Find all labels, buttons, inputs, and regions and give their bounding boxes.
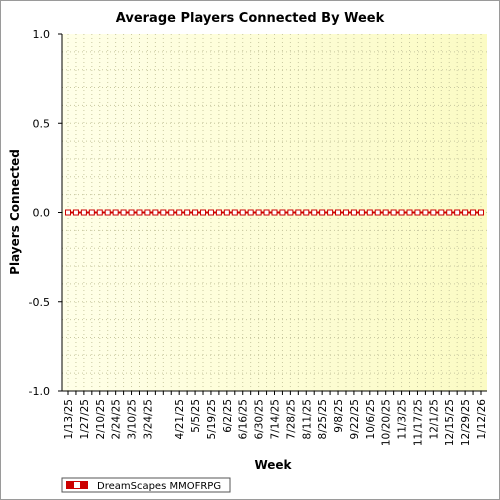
data-point: [136, 209, 143, 216]
data-point: [414, 209, 421, 216]
data-point: [215, 209, 222, 216]
x-tick-label: 2/24/25: [111, 399, 123, 439]
x-tick-label: 5/19/25: [206, 399, 218, 439]
data-point: [231, 209, 238, 216]
data-point: [319, 209, 326, 216]
y-axis-label: Players Connected: [8, 149, 22, 275]
data-point: [184, 209, 191, 216]
data-point: [406, 209, 413, 216]
data-point: [120, 209, 127, 216]
x-tick-label: 6/30/25: [254, 399, 266, 439]
x-tick-label: 12/1/25: [428, 399, 440, 439]
data-point: [342, 209, 349, 216]
data-point: [255, 209, 262, 216]
data-point: [350, 209, 357, 216]
x-tick-labels: 1/13/25 1/27/25 2/10/25 2/24/25 3/10/25 3/24/…: [63, 399, 488, 446]
x-tick-label: 1/13/25: [63, 399, 75, 439]
grid-lines: [62, 34, 487, 391]
x-tick-label: 12/15/25: [444, 399, 456, 446]
x-tick-label: 7/14/25: [270, 399, 282, 439]
data-point: [144, 209, 151, 216]
data-point: [247, 209, 254, 216]
data-point: [374, 209, 381, 216]
data-point: [65, 209, 71, 216]
y-tick-label: 0.5: [33, 117, 51, 130]
data-point: [446, 209, 453, 216]
data-point: [398, 209, 405, 216]
x-tick-label: 3/24/25: [142, 399, 154, 439]
data-point: [112, 209, 119, 216]
data-point: [311, 209, 318, 216]
x-tick-label: 8/25/25: [317, 399, 329, 439]
x-tick-label: 7/28/25: [285, 399, 297, 439]
x-tick-label: 8/11/25: [301, 399, 313, 439]
series-line: [65, 209, 484, 216]
x-tick-label: 9/22/25: [349, 399, 361, 439]
y-tick-labels: 1.0 0.5 0.0 -0.5 -1.0: [29, 28, 50, 398]
data-point: [390, 209, 397, 216]
x-tick-label: 11/17/25: [412, 399, 424, 446]
legend-swatch-marker: [74, 482, 80, 488]
data-point: [271, 209, 278, 216]
data-point: [239, 209, 246, 216]
x-tick-label: 1/12/26: [476, 399, 488, 440]
data-point: [470, 209, 477, 216]
x-tick-label: 1/27/25: [79, 399, 91, 439]
data-point: [96, 209, 103, 216]
data-point: [192, 209, 199, 216]
data-point: [152, 209, 159, 216]
x-tick-label: 3/10/25: [127, 399, 139, 439]
data-point: [358, 209, 365, 216]
x-tick-label: 11/3/25: [397, 399, 409, 439]
x-axis-label: Week: [254, 458, 292, 472]
data-point: [335, 209, 342, 216]
data-point: [168, 209, 175, 216]
data-point: [462, 209, 469, 216]
x-tick-label: 4/21/25: [174, 399, 186, 439]
data-point: [478, 209, 484, 216]
axes: [58, 33, 487, 395]
data-point: [366, 209, 373, 216]
legend: DreamScapes MMOFRPG: [61, 477, 231, 493]
data-point: [176, 209, 183, 216]
chart-title: Average Players Connected By Week: [116, 11, 385, 26]
data-point: [160, 209, 167, 216]
data-point: [104, 209, 111, 216]
data-point: [223, 209, 230, 216]
x-tick-label: 10/6/25: [365, 399, 377, 439]
legend-box: [61, 477, 231, 493]
x-tick-label: 9/8/25: [333, 399, 345, 433]
data-point: [382, 209, 389, 216]
data-point: [303, 209, 310, 216]
y-tick-label: -1.0: [29, 385, 50, 398]
data-point: [279, 209, 286, 216]
data-point: [88, 209, 95, 216]
y-tick-label: 0.0: [33, 207, 51, 220]
data-point: [128, 209, 135, 216]
data-point: [263, 209, 270, 216]
data-point: [287, 209, 294, 216]
y-tick-label: -0.5: [29, 296, 50, 309]
x-tick-label: 6/2/25: [222, 399, 234, 433]
data-point: [430, 209, 437, 216]
data-point: [327, 209, 334, 216]
legend-label: DreamScapes MMOFRPG: [97, 481, 221, 492]
data-point: [422, 209, 429, 216]
x-tick-label: 10/20/25: [381, 399, 393, 446]
data-point: [80, 209, 87, 216]
x-tick-label: 6/16/25: [238, 399, 250, 439]
data-point: [207, 209, 214, 216]
data-point: [295, 209, 302, 216]
data-point: [454, 209, 461, 216]
x-tick-label: 5/5/25: [190, 399, 202, 433]
data-point: [438, 209, 445, 216]
x-tick-label: 2/10/25: [95, 399, 107, 439]
data-point: [200, 209, 207, 216]
data-point: [72, 209, 79, 216]
x-tick-label: 12/29/25: [460, 399, 472, 446]
y-tick-label: 1.0: [33, 28, 51, 41]
